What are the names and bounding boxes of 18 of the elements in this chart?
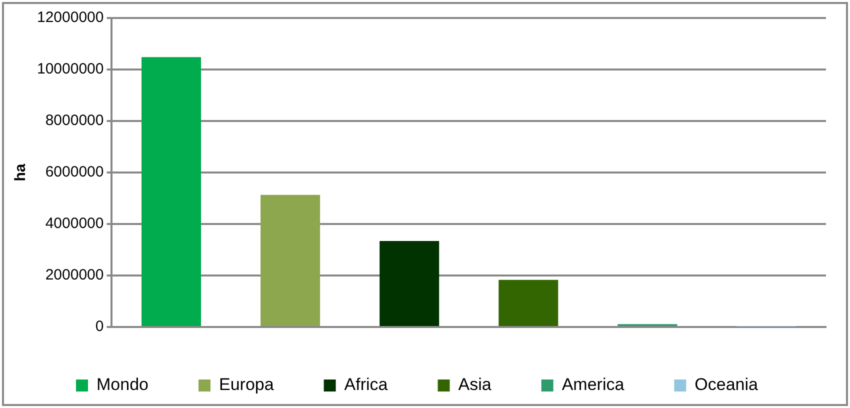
y-tick-label: 2000000 bbox=[45, 266, 104, 284]
y-tick-label: 12000000 bbox=[36, 9, 104, 26]
bar bbox=[142, 57, 202, 326]
legend-label: Mondo bbox=[96, 375, 148, 394]
y-tick-label: 0 bbox=[95, 318, 104, 336]
y-tick-label: 6000000 bbox=[45, 164, 104, 181]
y-tick-label: 4000000 bbox=[45, 215, 104, 232]
legend-label: America bbox=[562, 375, 625, 394]
y-tick-label: 10000000 bbox=[36, 60, 104, 78]
legend-label: Oceania bbox=[694, 375, 759, 394]
bar bbox=[260, 194, 320, 326]
legend-label: Africa bbox=[344, 375, 388, 394]
y-axis-title: ha bbox=[12, 163, 30, 182]
legend-label: Asia bbox=[458, 375, 492, 394]
legend-label: Europa bbox=[218, 375, 274, 394]
y-tick-label: 8000000 bbox=[45, 112, 104, 130]
bar bbox=[380, 240, 440, 326]
bar bbox=[498, 280, 558, 326]
